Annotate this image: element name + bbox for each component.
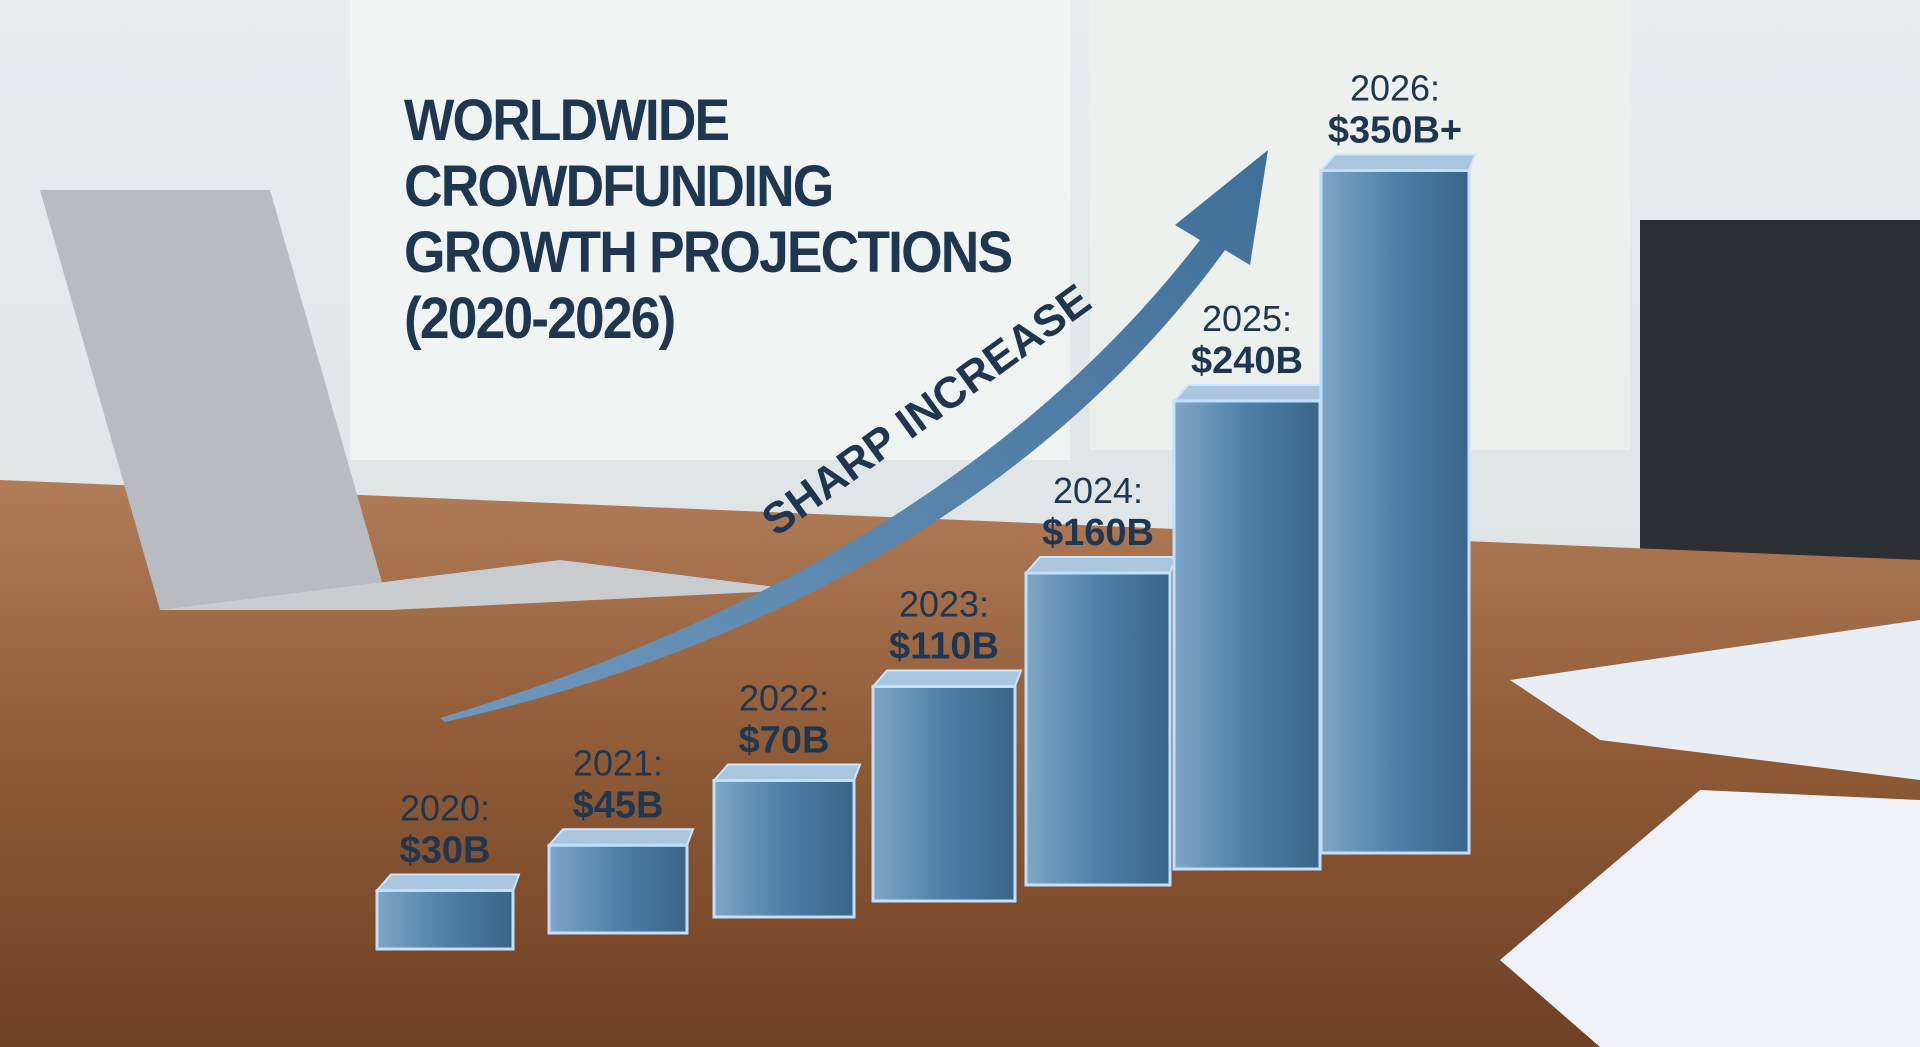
value-label: $70B — [739, 720, 830, 762]
window — [350, 0, 1070, 460]
document — [1510, 620, 1920, 780]
bar — [712, 779, 856, 919]
bar-top — [711, 763, 862, 782]
category-label: 2026: — [1350, 68, 1440, 109]
laptop-base — [160, 560, 800, 610]
bar-top — [546, 828, 695, 847]
laptop-screen — [40, 190, 390, 610]
value-label: $110B — [889, 626, 999, 668]
bar-top — [1171, 384, 1328, 402]
value-label: $240B — [1191, 340, 1303, 382]
bar — [1024, 571, 1172, 887]
bar-top — [870, 669, 1023, 688]
chair — [1640, 220, 1920, 580]
document — [1500, 790, 1920, 1047]
bar — [1319, 169, 1471, 855]
value-label: $30B — [400, 830, 491, 872]
category-label: 2023: — [899, 584, 989, 625]
bar-top — [1318, 153, 1477, 172]
value-label: $160B — [1042, 512, 1154, 554]
category-label: 2025: — [1202, 298, 1292, 339]
bar — [375, 889, 515, 951]
category-label: 2020: — [400, 788, 490, 829]
bar — [1172, 399, 1322, 871]
bar-top — [1023, 556, 1178, 574]
value-label: $350B+ — [1328, 110, 1462, 152]
category-label: 2022: — [739, 678, 829, 719]
bar-top — [374, 873, 521, 892]
category-label: 2024: — [1053, 470, 1143, 511]
bar — [547, 843, 689, 935]
chart-title: WORLDWIDE CROWDFUNDING GROWTH PROJECTION… — [404, 88, 1013, 351]
bar — [871, 685, 1017, 903]
value-label: $45B — [573, 784, 664, 826]
category-label: 2021: — [573, 742, 663, 783]
bars: 2020:$30B 2021:$45B 2022:$70B 2023:$110B 202… — [374, 68, 1477, 951]
